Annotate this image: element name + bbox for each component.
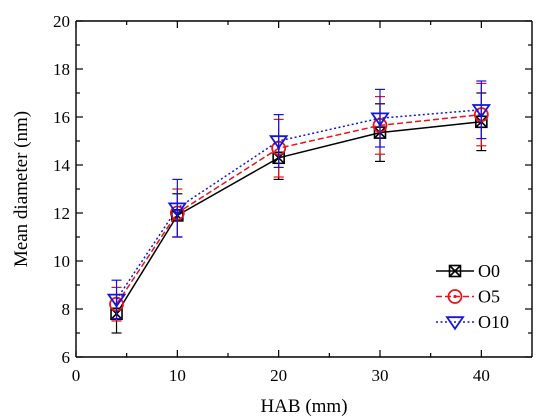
y-tick-label: 16 [53,108,70,127]
x-axis-label: HAB (mm) [260,396,347,417]
legend-entry: O5 [436,287,500,307]
data-point [445,316,465,331]
error-bar [172,178,183,238]
data-point [448,264,462,278]
legend-label: O10 [478,312,509,332]
data-point [471,104,492,119]
y-tick-label: 10 [53,252,70,271]
y-tick-label: 14 [53,156,71,175]
marker-circle [447,289,463,304]
data-point [268,135,289,150]
error-bar [273,113,284,168]
series-o5 [109,82,489,322]
error-bar [111,279,122,320]
y-tick-label: 18 [53,60,70,79]
x-tick-label: 0 [72,366,81,385]
y-tick-label: 20 [53,12,70,31]
plot-area [106,80,492,334]
ticks: 0 10 20 30 40 6 8 10 12 14 16 18 20 [53,12,532,385]
legend-label: O0 [478,261,500,281]
error-bar [375,88,385,148]
data-point [167,202,188,217]
legend-entry: O10 [436,312,509,332]
marker-triangle [268,135,289,150]
marker-triangle [370,112,390,127]
y-axis-label: Mean diameter (nm) [11,111,32,267]
legend: O0 O5 O10 [436,261,509,332]
legend-entry: O0 [436,261,500,281]
marker-triangle [167,202,188,217]
error-bar [476,80,487,140]
marker-triangle [106,293,127,308]
marker-triangle [471,104,492,119]
axes [75,20,533,358]
legend-label: O5 [478,287,500,307]
x-tick-label: 30 [372,366,389,385]
marker-center [453,294,457,299]
y-tick-label: 6 [62,348,71,367]
x-tick-label: 10 [169,366,186,385]
marker-square [448,264,462,278]
data-point [106,293,127,308]
data-point [370,112,390,127]
x-tick-label: 20 [270,366,287,385]
y-tick-label: 8 [62,300,71,319]
data-point [447,289,463,304]
y-tick-label: 12 [53,204,70,223]
marker-cross [448,264,462,278]
x-tick-label: 40 [473,366,490,385]
marker-triangle [445,316,465,331]
series-o10 [106,80,492,320]
series-o0 [110,92,488,334]
